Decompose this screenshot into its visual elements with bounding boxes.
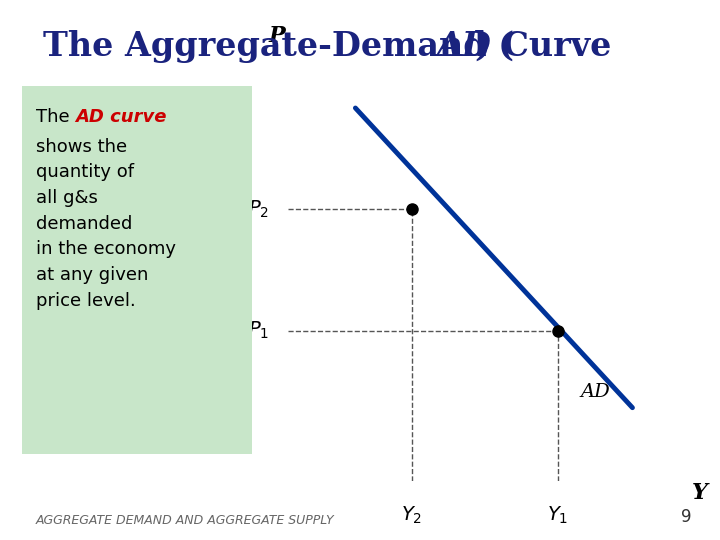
Text: AGGREGATE DEMAND AND AGGREGATE SUPPLY: AGGREGATE DEMAND AND AGGREGATE SUPPLY [36, 514, 335, 526]
Text: Y: Y [693, 482, 708, 504]
Text: AD curve: AD curve [76, 108, 167, 126]
Text: P: P [269, 25, 285, 47]
Text: $P_2$: $P_2$ [248, 199, 269, 220]
Text: The Aggregate-Demand (: The Aggregate-Demand ( [43, 30, 514, 63]
Text: $Y_1$: $Y_1$ [547, 505, 568, 526]
Text: AD: AD [580, 383, 610, 401]
Text: 9: 9 [680, 509, 691, 526]
Text: AD: AD [436, 30, 491, 63]
Text: shows the
quantity of
all g&s
demanded
in the economy
at any given
price level.: shows the quantity of all g&s demanded i… [36, 138, 176, 310]
Text: $P_1$: $P_1$ [248, 320, 269, 341]
Text: ) Curve: ) Curve [475, 30, 611, 63]
Text: $Y_2$: $Y_2$ [401, 505, 422, 526]
Text: The: The [36, 108, 76, 126]
Text: The Aggregate-Demand (​AD​) Curve: The Aggregate-Demand (​AD​) Curve [29, 30, 691, 63]
